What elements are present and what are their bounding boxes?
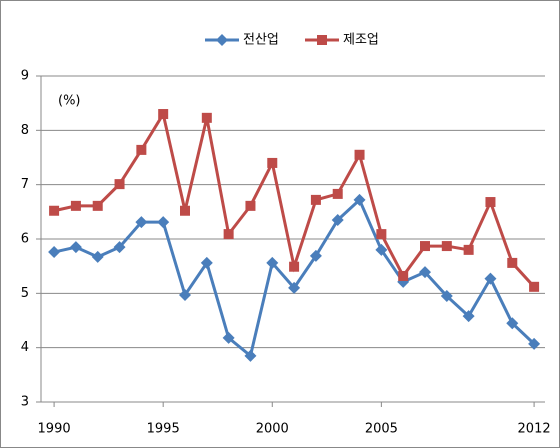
y-tick-label: 5 [21,286,29,301]
point [506,317,519,330]
point [114,179,125,190]
point [398,270,409,281]
point [484,272,497,285]
y-tick-label: 6 [21,232,29,247]
point [245,200,256,211]
point [69,241,82,254]
y-tick-label: 8 [21,123,29,138]
legend-label: 전산업 [243,33,279,48]
point [180,205,190,216]
point [136,144,147,155]
point [49,205,60,216]
point [376,229,387,240]
point [223,229,234,240]
x-tick-label: 2000 [256,422,289,437]
point [266,256,279,269]
point [157,216,170,229]
y-tick-label: 4 [21,340,29,355]
point [135,216,148,229]
point [529,281,540,292]
y-tick-label: 7 [21,177,29,192]
legend-marker [216,34,228,46]
point [332,188,343,199]
point [420,241,430,252]
point [244,349,257,362]
point [158,109,169,120]
point [440,290,453,303]
point [419,266,431,279]
point [289,261,300,272]
x-tick-label: 1990 [38,422,71,437]
point [310,194,321,205]
point [528,337,541,350]
point [507,257,518,268]
x-tick-label: 2005 [365,422,398,437]
point [91,250,104,263]
point [463,244,474,255]
point [201,112,212,123]
point [331,213,344,226]
y-tick-label: 3 [21,395,29,410]
point [48,246,61,259]
point [222,331,235,344]
point [309,249,322,262]
point [485,197,496,208]
point [113,241,126,254]
x-tick-label: 1995 [147,422,180,437]
point [179,288,191,301]
point [375,243,388,256]
point [462,310,475,323]
point [353,193,366,206]
legend-label: 제조업 [343,33,379,48]
point [441,241,452,252]
y-tick-label: 9 [21,69,29,84]
point [200,256,213,269]
point [70,200,81,211]
unit-annotation: (%) [58,94,81,109]
point [267,157,278,168]
legend-marker [317,35,327,45]
point [92,200,103,211]
point [288,281,301,294]
x-tick-label: 2012 [518,422,551,437]
point [354,149,365,160]
